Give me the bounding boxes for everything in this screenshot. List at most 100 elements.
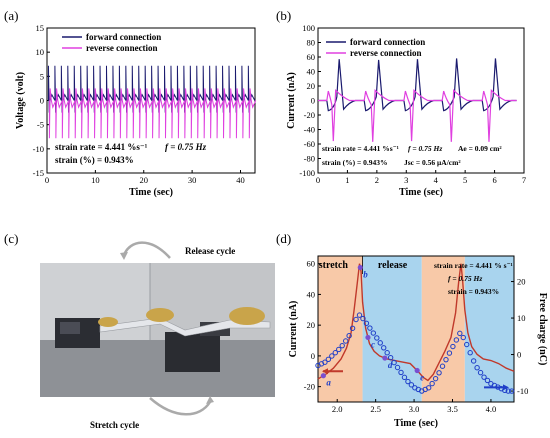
y-axis-label: Current (nA) <box>288 301 299 358</box>
free-charge-point <box>381 345 387 351</box>
free-charge-point <box>370 330 377 336</box>
y-tick-label: -80 <box>304 154 315 164</box>
y-tick-label: 10 <box>36 47 45 57</box>
annotation: strain (%) = 0.943% <box>55 155 134 165</box>
free-charge-point <box>377 340 383 346</box>
release-cycle-label: Release cycle <box>185 246 235 256</box>
free-charge-point <box>332 350 338 356</box>
y-tick-label: -20 <box>304 382 315 392</box>
free-charge-point <box>363 320 370 326</box>
x-tick-label: 2.0 <box>332 404 343 414</box>
annotation: f = 0.75 Hz <box>165 142 207 152</box>
stretch-arrow <box>149 397 212 416</box>
y-tick-label: 0 <box>40 96 44 106</box>
x-tick-label: 6 <box>492 175 496 185</box>
free-charge-point <box>342 338 349 344</box>
region <box>464 256 514 402</box>
free-charge-point <box>322 359 328 365</box>
free-charge-point <box>481 374 487 380</box>
chart-a: 0 10 20 30 40 -15 -10 -5 0 5 10 15 Time (sec) Voltage… <box>15 23 257 198</box>
free-charge-point <box>484 377 491 384</box>
y-tick-label: 60 <box>307 259 316 269</box>
y2-tick-label: -10 <box>517 386 528 396</box>
free-charge-point <box>329 353 335 359</box>
y-tick-label: -40 <box>304 125 315 135</box>
free-charge-point <box>474 364 480 371</box>
y-axis-label: Current (nA) <box>286 72 297 129</box>
panel-label-d: (d) <box>276 231 291 246</box>
free-charge-point <box>508 388 515 394</box>
legend-label: reverse connection <box>86 43 158 53</box>
annotation: strain = 0.943% <box>448 287 499 296</box>
free-charge-point <box>477 369 484 376</box>
y-tick-label: -60 <box>304 139 315 149</box>
stretch-arrowhead <box>206 396 214 404</box>
y-tick-label: -5 <box>37 120 44 130</box>
x-tick-label: 0 <box>45 175 49 185</box>
annotation: Ae = 0.09 cm² <box>458 144 502 153</box>
free-charge-point <box>391 359 397 366</box>
y2-tick-label: 20 <box>517 277 526 287</box>
free-charge-point <box>408 382 415 388</box>
charge-axis-arrowhead <box>503 384 509 391</box>
panel-label-c: (c) <box>4 231 18 246</box>
free-charge-point <box>460 334 466 341</box>
y-tick-label: 100 <box>302 23 315 33</box>
annotation: f = 0.75 Hz <box>448 274 482 283</box>
series-line <box>318 58 517 112</box>
annotation: strain rate = 4.441 %s⁻¹ <box>322 144 399 153</box>
marker-label: a <box>326 378 331 388</box>
region-label: stretch <box>319 260 349 271</box>
free-charge-point <box>325 356 332 362</box>
free-charge-point <box>394 364 401 371</box>
y-tick-label: 20 <box>307 320 316 330</box>
free-charge-point <box>349 325 356 331</box>
x-tick-label: 10 <box>91 175 100 185</box>
x-tick-label: 2.5 <box>370 404 381 414</box>
legend-label: forward connection <box>350 37 425 47</box>
marker-point <box>414 367 420 374</box>
free-charge-point <box>401 374 408 381</box>
annotation: f = 0.75 Hz <box>408 144 442 153</box>
release-arrow <box>122 241 171 259</box>
free-charge-point <box>374 335 380 341</box>
free-charge-point <box>356 312 363 318</box>
free-charge-point <box>387 354 394 361</box>
free-charge-point <box>443 356 449 363</box>
current-axis-arrowhead <box>322 368 328 375</box>
y-tick-label: 20 <box>307 81 316 91</box>
x-tick-label: 30 <box>188 175 197 185</box>
y-tick-label: 80 <box>307 38 316 48</box>
annotation: Jsc = 0.56 μA/cm² <box>404 158 461 167</box>
free-charge-point <box>405 378 411 385</box>
free-charge-point <box>470 358 477 364</box>
stretch-cycle-label: Stretch cycle <box>90 420 139 430</box>
region <box>421 256 465 402</box>
y-tick-label: -15 <box>33 168 44 178</box>
region <box>362 256 422 402</box>
y-tick-label: 40 <box>307 289 316 299</box>
series-line <box>318 88 517 142</box>
x-axis-label: Time (sec) <box>129 187 173 198</box>
y2-axis-label: Free charge (nC) <box>537 293 548 366</box>
panel-label-b: (b) <box>276 8 291 23</box>
x-tick-label: 4 <box>434 175 439 185</box>
x-tick-label: 5 <box>463 175 467 185</box>
x-tick-label: 7 <box>522 175 526 185</box>
free-charge-point <box>398 369 404 376</box>
free-charge-point <box>505 388 511 394</box>
x-tick-label: 40 <box>236 175 245 185</box>
y-tick-label: -100 <box>299 168 315 178</box>
x-tick-label: 2 <box>375 175 379 185</box>
free-charge-point <box>360 315 366 322</box>
x-tick-label: 0 <box>316 175 320 185</box>
x-tick-label: 20 <box>139 175 148 185</box>
release-arrowhead <box>120 252 128 260</box>
region <box>318 256 363 402</box>
free-charge-point <box>457 330 463 337</box>
x-axis-label: Time (sec) <box>394 418 438 429</box>
free-charge-point <box>464 341 470 348</box>
